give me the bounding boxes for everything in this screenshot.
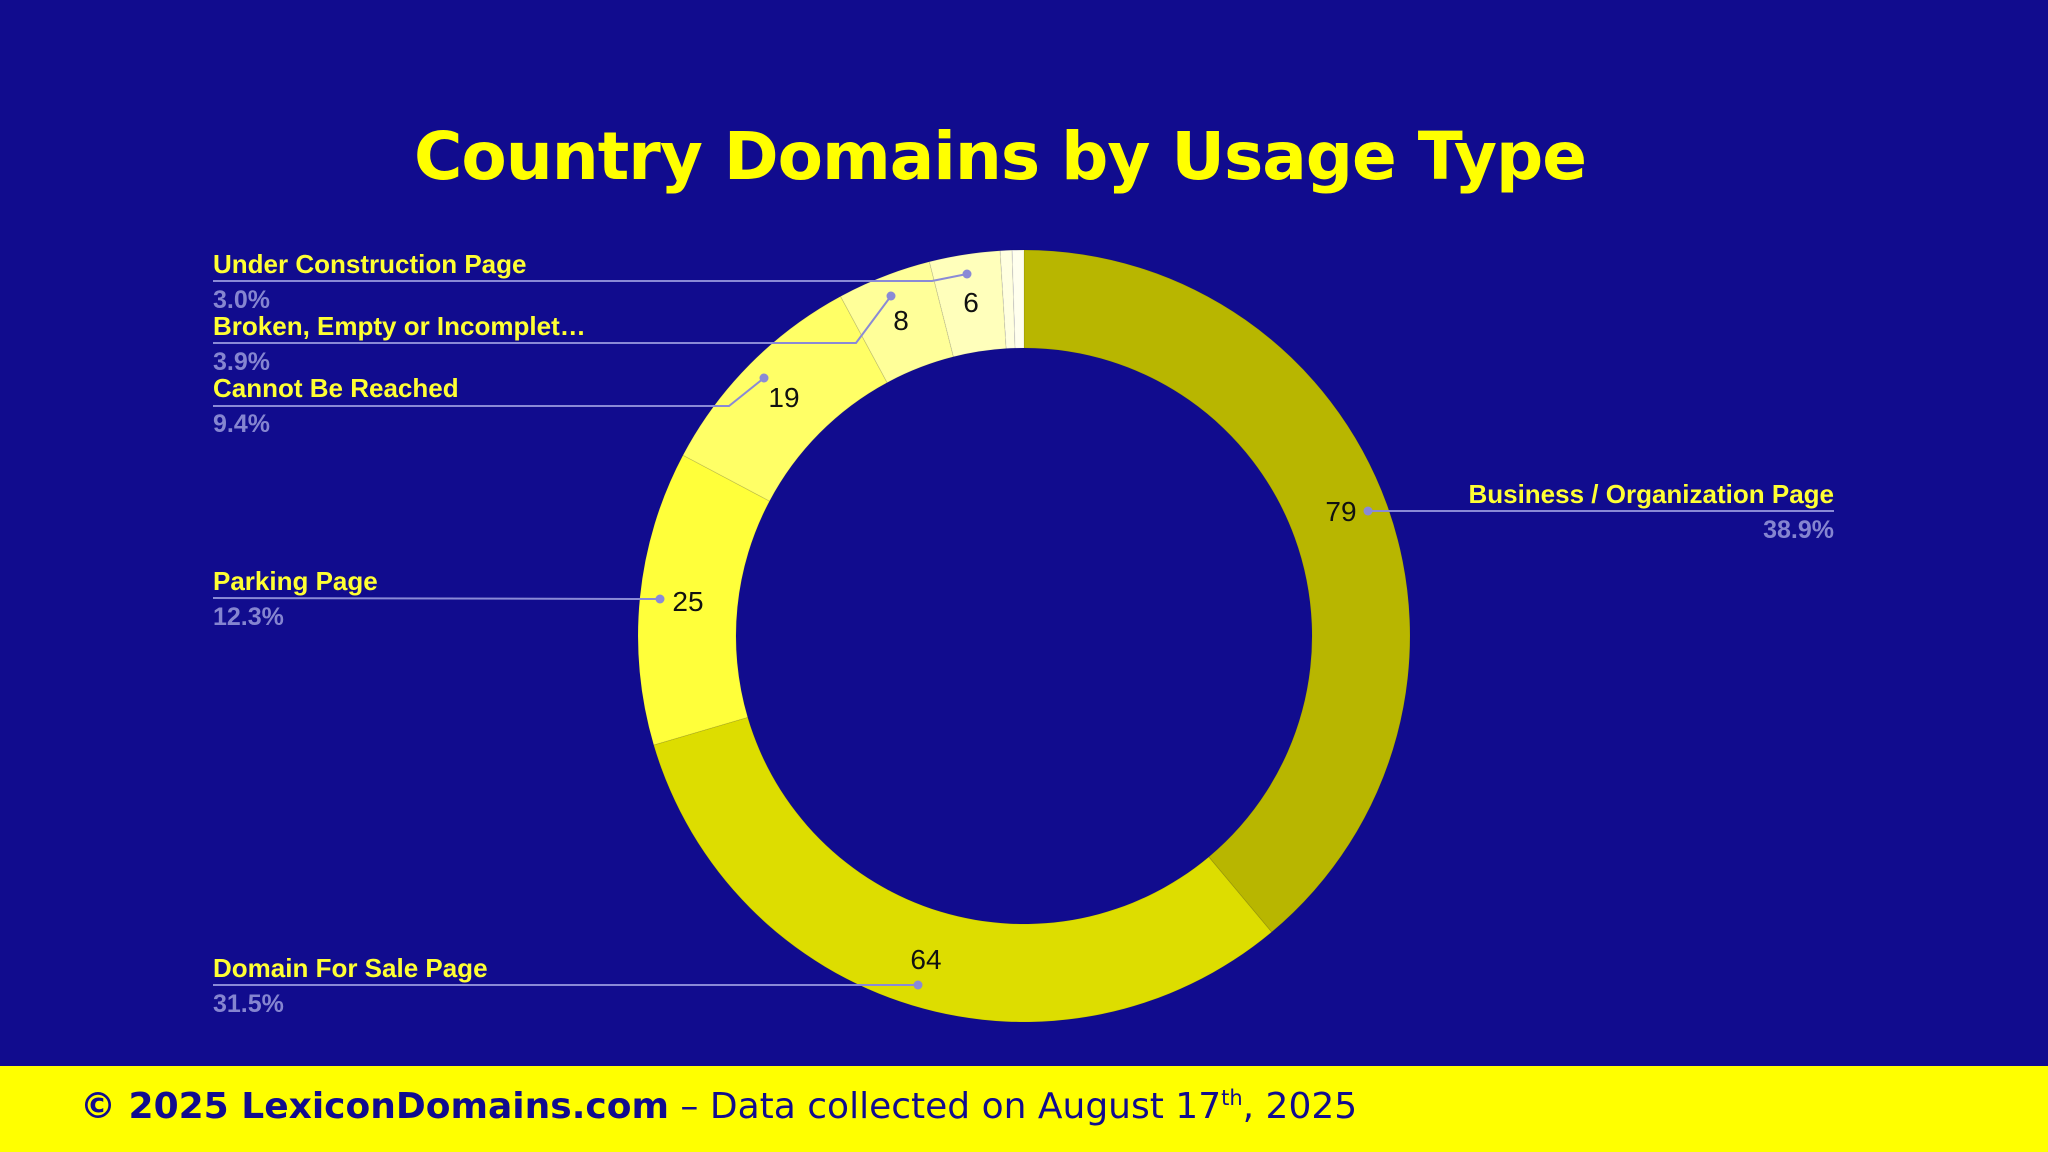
footer-copyright: © 2025 LexiconDomains.com [80,1086,669,1127]
chart-title: Country Domains by Usage Type [413,118,1587,195]
donut-slices [637,249,1411,1023]
slice-1 [1023,249,1411,933]
footer-collected-sup: th [1221,1086,1243,1110]
footer-collected-prefix: – Data collected on August 17 [680,1086,1222,1127]
donut-chart: 79 Business / Organization Page 38.9% 64 Dom… [212,249,1834,1023]
slice-value-label: 8 [893,305,909,336]
footer-collected-suffix: , 2025 [1242,1086,1358,1127]
legend-percent: 31.5% [213,990,284,1018]
footer-bar: © 2025 LexiconDomains.com – Data collect… [0,1066,2048,1152]
slice-value-label: 25 [672,586,703,617]
leader-dot [886,291,896,301]
leader-dot [655,594,665,604]
legend-label: Parking Page [213,566,378,596]
slice-value-label: 19 [768,382,799,413]
legend-percent: 38.9% [1763,516,1834,544]
slice-7 [999,249,1016,350]
leader-line [213,295,892,344]
legend-label: Cannot Be Reached [213,373,459,403]
slice-value-label: 64 [910,944,941,975]
slice-4 [682,295,888,502]
legend-percent: 3.9% [213,348,270,376]
legend-percent: 9.4% [213,410,270,438]
leader-dot [759,373,769,383]
legend-label: Under Construction Page [213,249,526,279]
slice-value-label: 79 [1325,496,1356,527]
slice-3 [637,454,771,746]
leader-line [213,377,765,407]
slice-8 [1011,249,1025,349]
legend-percent: 12.3% [213,603,284,631]
slice-annotations: 79 Business / Organization Page 38.9% 64 Dom… [212,249,1834,1018]
legend-label: Broken, Empty or Incomplet… [213,311,586,341]
slice-2 [653,716,1273,1023]
leader-line [213,273,968,282]
legend-label: Business / Organization Page [1468,479,1834,509]
leader-dot [1363,506,1373,516]
leader-dot [913,980,923,990]
slice-value-label: 6 [963,287,979,318]
slice-5 [839,261,955,384]
leader-line [212,597,661,600]
footer-text: © 2025 LexiconDomains.com – Data collect… [80,1086,1357,1127]
legend-percent: 3.0% [213,286,270,314]
leader-dot [962,269,972,279]
legend-label: Domain For Sale Page [213,953,488,983]
